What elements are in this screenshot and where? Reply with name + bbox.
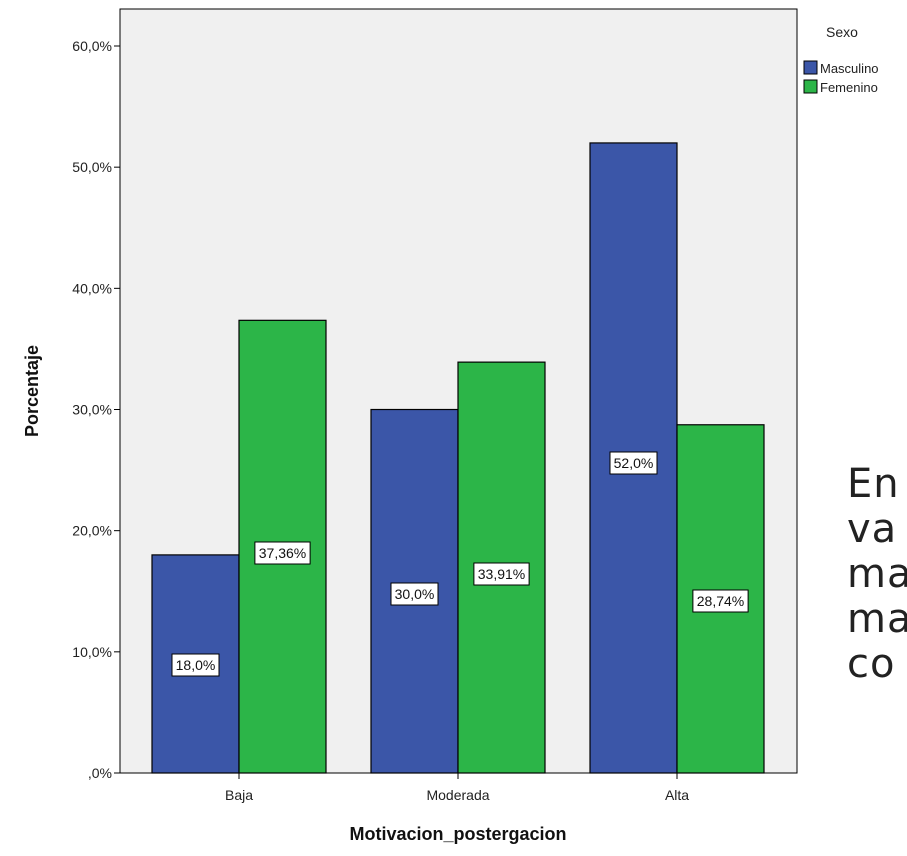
side-text-line: va [847, 506, 898, 552]
data-label-box [171, 653, 220, 677]
data-label-box [473, 562, 530, 586]
data-label: 28,74% [697, 593, 744, 609]
x-axis-title: Motivacion_postergacion [349, 824, 566, 844]
y-tick-label: 60,0% [72, 38, 112, 54]
side-text-line: ma [847, 551, 907, 597]
data-label-box [692, 589, 749, 613]
y-tick-label: 50,0% [72, 159, 112, 175]
legend: Sexo Masculino Femenino [803, 24, 879, 95]
legend-label-masculino: Masculino [820, 61, 879, 76]
data-label: 30,0% [395, 586, 435, 602]
side-text-fragment: En va ma ma co [847, 462, 907, 687]
y-axis-title: Porcentaje [22, 345, 42, 437]
side-text-line: En [847, 462, 900, 507]
data-label: 52,0% [614, 455, 654, 471]
data-label-box [254, 541, 311, 565]
y-tick-label: ,0% [88, 765, 112, 781]
data-label: 37,36% [259, 545, 306, 561]
data-label-box [390, 582, 439, 606]
side-text-line: co [847, 641, 896, 687]
x-axis: Baja Moderada Alta [225, 773, 689, 803]
data-label-box [609, 451, 658, 475]
y-axis: ,0% 10,0% 20,0% 30,0% 40,0% 50,0% 60,0% [72, 38, 120, 781]
x-tick-label: Baja [225, 787, 253, 803]
side-text-line: ma [847, 596, 907, 642]
y-tick-label: 40,0% [72, 280, 112, 296]
legend-swatch-masculino [803, 60, 818, 75]
legend-label-femenino: Femenino [820, 80, 878, 95]
bar-data-labels: 18,0% 37,36% 30,0% 33,91% 52,0% 28,74% [171, 451, 749, 677]
y-tick-label: 10,0% [72, 644, 112, 660]
x-tick-label: Alta [665, 787, 689, 803]
legend-swatch-femenino [803, 79, 818, 94]
data-label: 18,0% [176, 657, 216, 673]
y-tick-label: 20,0% [72, 523, 112, 539]
x-tick-label: Moderada [426, 787, 489, 803]
y-tick-label: 30,0% [72, 402, 112, 418]
data-label: 33,91% [478, 566, 525, 582]
legend-title: Sexo [826, 24, 858, 40]
